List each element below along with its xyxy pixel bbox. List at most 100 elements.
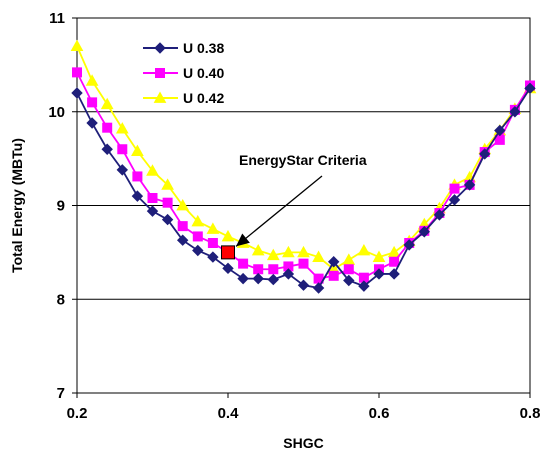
data-point	[343, 264, 354, 275]
data-point	[297, 245, 310, 258]
data-point	[161, 178, 174, 190]
y-tick-label: 9	[57, 198, 65, 215]
series-u-038	[71, 82, 536, 294]
data-point	[251, 243, 265, 256]
data-point	[524, 82, 536, 95]
data-point	[131, 144, 144, 157]
annotation: EnergyStar Criteria	[221, 152, 367, 260]
data-point	[162, 197, 173, 208]
data-point	[403, 239, 415, 251]
data-point	[282, 245, 295, 258]
legend-marker	[154, 42, 166, 54]
x-tick-label: 0.6	[369, 405, 390, 422]
data-point	[161, 213, 174, 226]
data-point	[176, 234, 189, 246]
data-point	[146, 164, 159, 176]
data-point	[222, 262, 234, 275]
legend-entry: U 0.40	[143, 65, 224, 81]
data-point	[373, 268, 385, 280]
data-point	[191, 214, 205, 227]
data-point	[312, 282, 325, 294]
data-point	[433, 209, 446, 221]
data-point	[358, 280, 370, 292]
x-tick-label: 0.4	[218, 405, 240, 422]
x-tick-label: 0.8	[520, 405, 541, 422]
data-point	[282, 268, 295, 280]
axis-ticks: 7 8 9 10 11 0.2 0.4 0.6 0.8	[48, 10, 540, 422]
y-tick-label: 11	[49, 10, 65, 27]
data-point	[146, 205, 159, 217]
data-point	[176, 198, 190, 211]
y-axis-title: Total Energy (MBTu)	[9, 138, 25, 273]
data-point	[267, 273, 280, 286]
data-point	[327, 256, 340, 268]
data-point	[328, 270, 339, 281]
data-point	[71, 87, 83, 99]
data-point	[115, 122, 129, 134]
data-point	[387, 245, 401, 258]
y-tick-label: 8	[57, 291, 65, 308]
data-point	[342, 253, 356, 265]
annotation-arrowhead	[236, 233, 250, 247]
data-point	[266, 248, 280, 261]
data-point	[448, 194, 461, 206]
data-point	[253, 264, 264, 275]
data-point	[207, 251, 219, 263]
data-point	[87, 97, 98, 108]
x-tick-label: 0.2	[67, 405, 88, 422]
data-point	[463, 179, 476, 191]
data-point	[207, 238, 218, 248]
data-point	[372, 250, 386, 262]
data-point	[221, 229, 235, 242]
data-point	[177, 221, 188, 232]
x-axis-title: SHGC	[283, 435, 323, 451]
y-tick-label: 10	[48, 104, 65, 121]
data-point	[478, 148, 491, 160]
data-point	[312, 250, 325, 262]
data-point	[102, 122, 113, 133]
data-point	[117, 144, 128, 155]
legend-entry: U 0.42	[143, 90, 224, 106]
data-point	[86, 117, 98, 129]
legend-label: U 0.40	[183, 65, 224, 81]
data-point	[192, 231, 203, 242]
legend-marker	[155, 68, 165, 78]
data-point	[206, 222, 220, 234]
series-layer	[70, 39, 537, 294]
data-point	[101, 143, 113, 155]
legend-label: U 0.42	[183, 90, 224, 106]
annotation-label: EnergyStar Criteria	[239, 152, 367, 168]
y-tick-label: 7	[57, 385, 65, 402]
data-point	[192, 244, 204, 257]
legend-marker	[153, 91, 167, 103]
data-point	[132, 171, 143, 182]
annotation-arrow	[235, 175, 323, 247]
data-point	[297, 279, 310, 291]
data-point	[449, 183, 460, 194]
data-point	[70, 39, 84, 52]
data-point	[237, 272, 249, 285]
legend-label: U 0.38	[183, 40, 224, 56]
data-point	[100, 97, 114, 110]
annotation-marker	[221, 245, 235, 260]
data-point	[252, 272, 264, 285]
legend-entry: U 0.38	[143, 40, 224, 56]
data-point	[389, 256, 400, 267]
data-point	[494, 124, 506, 137]
data-point	[418, 226, 431, 238]
data-point	[509, 106, 521, 118]
gridlines	[77, 111, 530, 300]
data-point	[85, 74, 99, 86]
data-point	[131, 190, 144, 202]
data-point	[268, 264, 279, 275]
data-point	[343, 274, 355, 287]
data-point	[72, 67, 82, 78]
data-point	[388, 268, 400, 280]
data-point	[298, 258, 309, 269]
data-point	[116, 164, 129, 176]
data-point	[357, 243, 371, 256]
data-point	[238, 258, 249, 269]
data-point	[147, 193, 158, 203]
legend: U 0.38 U 0.40 U 0.42	[143, 40, 224, 106]
